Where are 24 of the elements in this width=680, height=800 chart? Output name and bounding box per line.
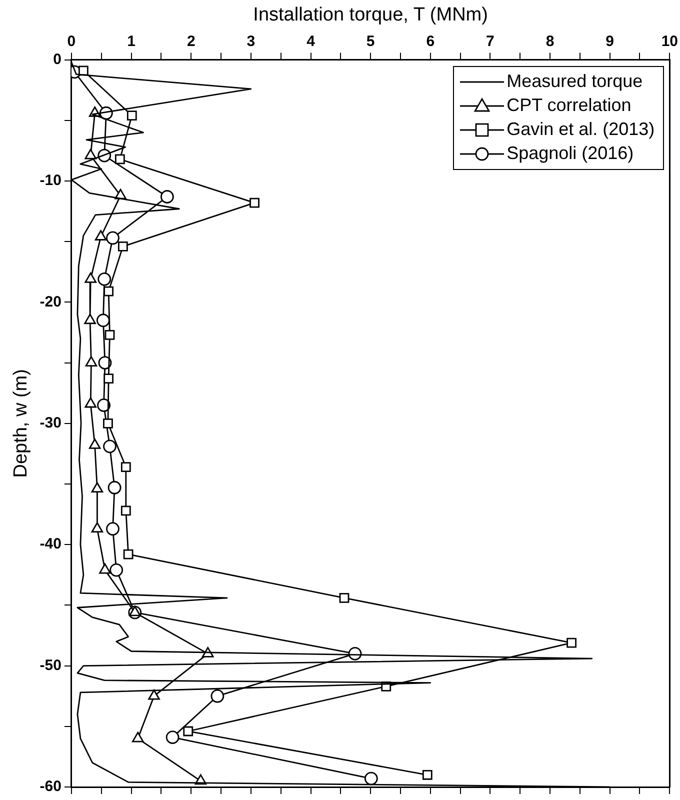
legend-label: Spagnoli (2016) [506, 143, 634, 164]
x-tick-label: 4 [306, 32, 316, 50]
x-tick-label: 0 [67, 32, 76, 50]
x-axis-title: Installation torque, T (MNm) [253, 4, 488, 26]
legend-label: Measured torque [506, 71, 643, 92]
x-tick-label: 5 [366, 32, 375, 50]
x-tick-label: 10 [661, 32, 678, 50]
x-tick-label: 2 [186, 32, 196, 50]
y-tick-label: -30 [40, 414, 62, 432]
x-tick-label: 8 [546, 32, 554, 50]
y-tick-label: -40 [40, 536, 62, 553]
x-tick-label: 7 [486, 32, 494, 50]
x-tick-label: 6 [426, 32, 435, 50]
y-tick-label: 0 [53, 50, 62, 68]
x-tick-label: 3 [246, 32, 256, 50]
legend-label: CPT correlation [506, 95, 632, 116]
legend-label: Gavin et al. (2013) [506, 119, 655, 140]
x-tick-label: 9 [606, 32, 614, 50]
y-tick-label: -50 [40, 656, 62, 674]
y-tick-label: -60 [40, 778, 62, 796]
y-tick-label: -10 [40, 172, 62, 190]
x-tick-label: 1 [127, 32, 136, 50]
y-axis-title: Depth, w (m) [10, 369, 32, 478]
y-tick-label: -20 [40, 293, 62, 310]
